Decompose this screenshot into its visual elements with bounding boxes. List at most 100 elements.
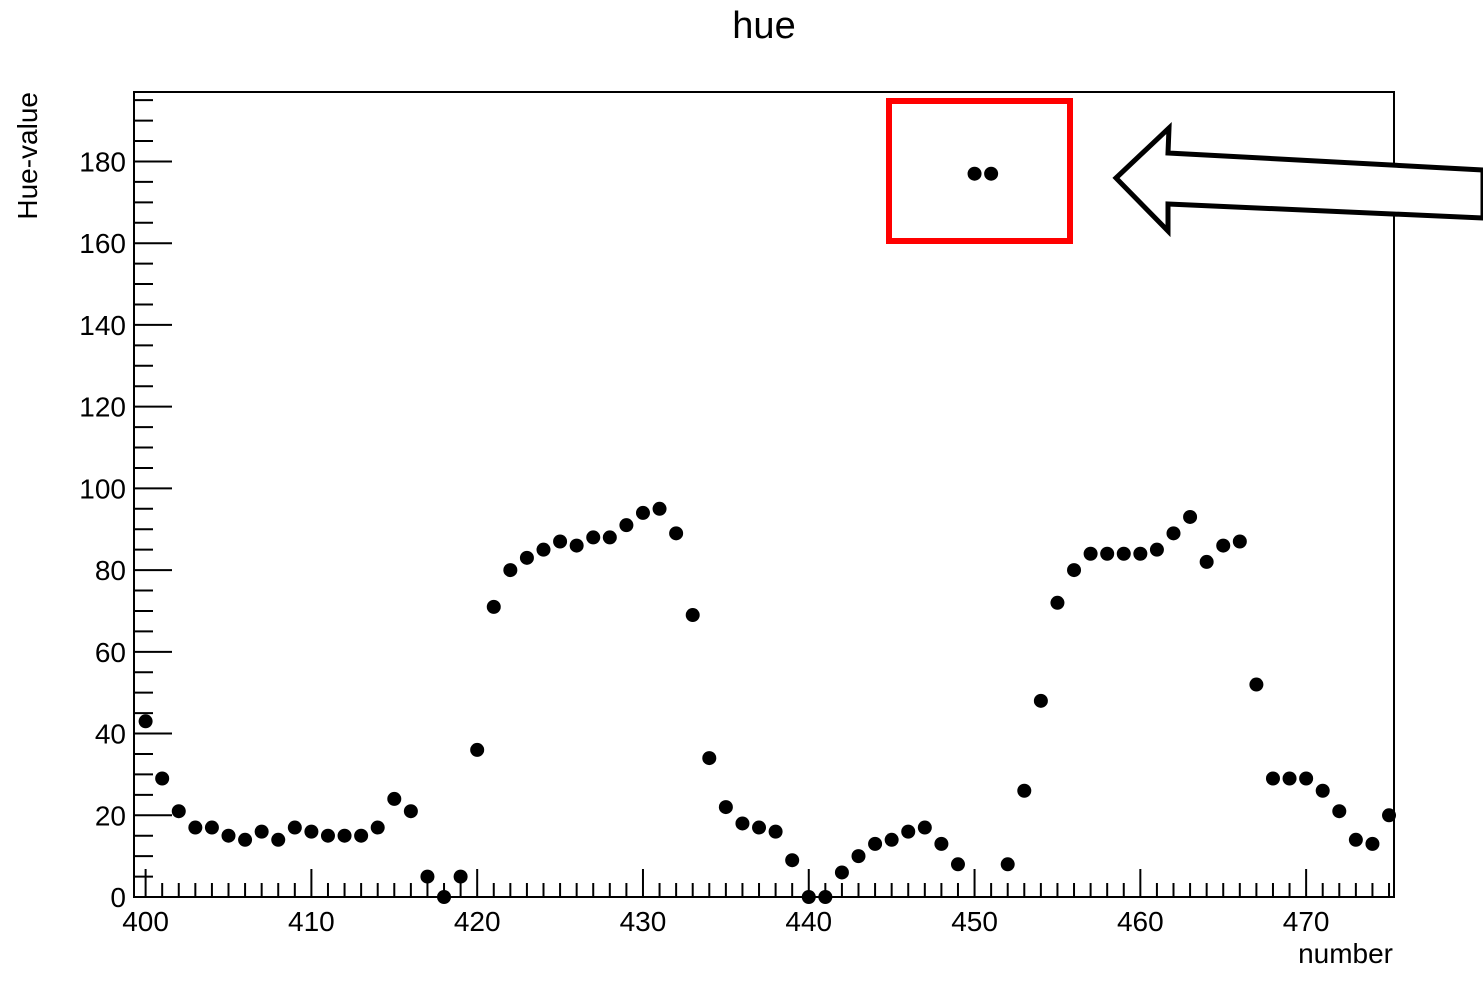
data-point	[785, 853, 800, 868]
y-tick-label: 60	[95, 637, 126, 668]
x-axis-ticks: 400 410 420 430 440 450 460 470	[122, 869, 1391, 937]
data-point	[1232, 534, 1247, 549]
data-point	[917, 820, 932, 835]
y-tick-label: 160	[79, 228, 126, 259]
data-point	[1382, 808, 1397, 823]
data-point	[271, 832, 286, 847]
y-tick-label: 140	[79, 310, 126, 341]
data-point	[354, 828, 369, 843]
x-tick-label: 460	[1117, 906, 1164, 937]
data-point	[967, 166, 982, 181]
data-point	[1116, 546, 1131, 561]
data-point	[536, 542, 551, 557]
data-point	[420, 869, 435, 884]
arrow-icon	[1112, 121, 1483, 238]
data-points	[138, 166, 1397, 904]
data-point	[1083, 546, 1098, 561]
chart-title: hue	[732, 5, 795, 47]
data-point	[304, 824, 319, 839]
data-point	[1000, 857, 1015, 872]
data-point	[1166, 526, 1181, 541]
y-tick-label: 100	[79, 473, 126, 504]
data-point	[635, 505, 650, 520]
y-tick-label: 40	[95, 719, 126, 750]
data-point	[619, 518, 634, 533]
data-point	[1299, 771, 1314, 786]
data-point	[834, 865, 849, 880]
data-point	[950, 857, 965, 872]
data-point	[470, 742, 485, 757]
data-point	[685, 608, 700, 623]
data-point	[901, 824, 916, 839]
data-point	[1183, 509, 1198, 524]
data-point	[652, 501, 667, 516]
data-point	[188, 820, 203, 835]
data-point	[868, 836, 883, 851]
y-axis-label: Hue-value	[12, 92, 43, 220]
x-axis-label: number	[1298, 938, 1393, 969]
x-tick-label: 410	[288, 906, 335, 937]
data-point	[1216, 538, 1231, 553]
data-point	[569, 538, 584, 553]
data-point	[486, 599, 501, 614]
data-point	[586, 530, 601, 545]
data-point	[204, 820, 219, 835]
data-point	[453, 869, 468, 884]
data-point	[138, 714, 153, 729]
data-point	[320, 828, 335, 843]
data-point	[1199, 554, 1214, 569]
y-tick-label: 80	[95, 555, 126, 586]
data-point	[1149, 542, 1164, 557]
x-tick-label: 420	[454, 906, 501, 937]
data-point	[1265, 771, 1280, 786]
x-tick-label: 440	[785, 906, 832, 937]
plot-frame	[133, 91, 1395, 898]
x-tick-label: 430	[620, 906, 667, 937]
data-point	[254, 824, 269, 839]
data-point	[1100, 546, 1115, 561]
data-point	[171, 804, 186, 819]
data-point	[1348, 832, 1363, 847]
data-point	[238, 832, 253, 847]
data-point	[337, 828, 352, 843]
y-tick-label: 20	[95, 800, 126, 831]
data-point	[1033, 693, 1048, 708]
data-point	[818, 890, 833, 904]
data-point	[1133, 546, 1148, 561]
x-tick-label: 450	[951, 906, 998, 937]
data-point	[752, 820, 767, 835]
data-point	[1050, 595, 1065, 610]
data-point	[553, 534, 568, 549]
data-point	[669, 526, 684, 541]
data-point	[1365, 836, 1380, 851]
y-tick-label: 0	[110, 882, 126, 913]
x-tick-label: 470	[1283, 906, 1330, 937]
data-point	[718, 800, 733, 815]
data-point	[503, 563, 518, 578]
highlight-box	[886, 98, 1073, 244]
data-point	[1249, 677, 1264, 692]
data-point	[768, 824, 783, 839]
data-point	[801, 890, 816, 904]
y-tick-label: 180	[79, 146, 126, 177]
data-point	[851, 849, 866, 864]
data-point	[1315, 783, 1330, 798]
x-tick-label: 400	[122, 906, 169, 937]
data-point	[1067, 563, 1082, 578]
data-point	[370, 820, 385, 835]
data-point	[702, 751, 717, 766]
data-point	[387, 791, 402, 806]
data-point	[519, 550, 534, 565]
data-point	[221, 828, 236, 843]
data-point	[1282, 771, 1297, 786]
data-point	[155, 771, 170, 786]
data-point	[437, 890, 452, 904]
y-tick-label: 120	[79, 392, 126, 423]
data-point	[884, 832, 899, 847]
data-point	[934, 836, 949, 851]
data-point	[984, 166, 999, 181]
data-point	[287, 820, 302, 835]
data-point	[1332, 804, 1347, 819]
data-point	[735, 816, 750, 831]
